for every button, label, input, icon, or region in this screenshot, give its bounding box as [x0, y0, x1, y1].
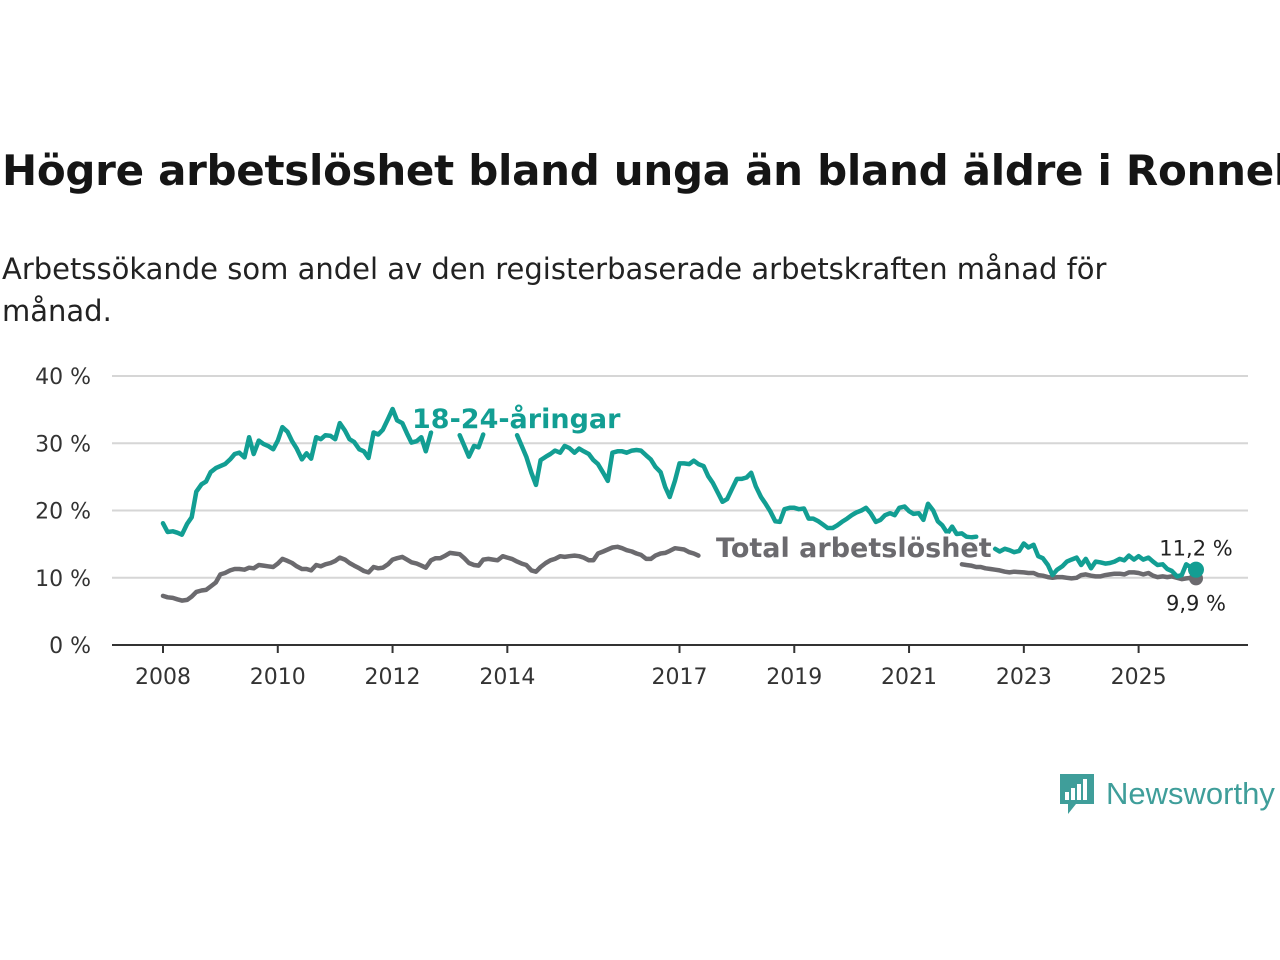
- chart-subtitle: Arbetssökande som andel av den registerb…: [2, 252, 1107, 328]
- chart-title: Högre arbetslöshet bland unga än bland ä…: [2, 146, 1280, 195]
- end-point-youth: [1188, 561, 1204, 578]
- y-tick-label: 20 %: [35, 500, 91, 525]
- y-tick-label: 10 %: [35, 567, 91, 592]
- series-labels: 18-24-åringar Total arbetslöshet 11,2 % 9,9…: [409, 400, 1236, 618]
- y-tick-label: 40 %: [35, 365, 91, 390]
- x-tick-label: 2025: [1111, 665, 1167, 690]
- newsworthy-logo-text: Newsworthy: [1106, 776, 1275, 811]
- series-label-total: Total arbetslöshet: [716, 533, 992, 564]
- y-tick-label: 0 %: [49, 634, 91, 659]
- x-tick-label: 2023: [996, 665, 1052, 690]
- series-lines: [160, 406, 1204, 603]
- end-label-youth: 11,2 %: [1159, 537, 1232, 561]
- line-chart: 0 % 10 % 20 % 30 % 40 % 2008 2010 2012 2014 2017 2…: [35, 365, 1248, 690]
- x-tick-label: 2021: [881, 665, 937, 690]
- x-tick-label: 2017: [652, 665, 708, 690]
- axes: 0 % 10 % 20 % 30 % 40 % 2008 2010 2012 2014 2017 2…: [35, 365, 1248, 690]
- x-tick-label: 2008: [135, 665, 191, 690]
- end-label-total: 9,9 %: [1166, 591, 1226, 615]
- series-line-total: [160, 544, 1199, 603]
- newsworthy-logo: Newsworthy: [1058, 770, 1275, 818]
- newsworthy-logo-icon: [1060, 774, 1094, 814]
- x-tick-label: 2014: [479, 665, 535, 690]
- x-tick-label: 2012: [365, 665, 421, 690]
- x-tick-label: 2010: [250, 665, 306, 690]
- series-label-youth: 18-24-åringar: [412, 403, 621, 435]
- x-tick-label: 2019: [766, 665, 822, 690]
- y-tick-label: 30 %: [35, 432, 91, 457]
- series-line-youth: [160, 406, 1199, 579]
